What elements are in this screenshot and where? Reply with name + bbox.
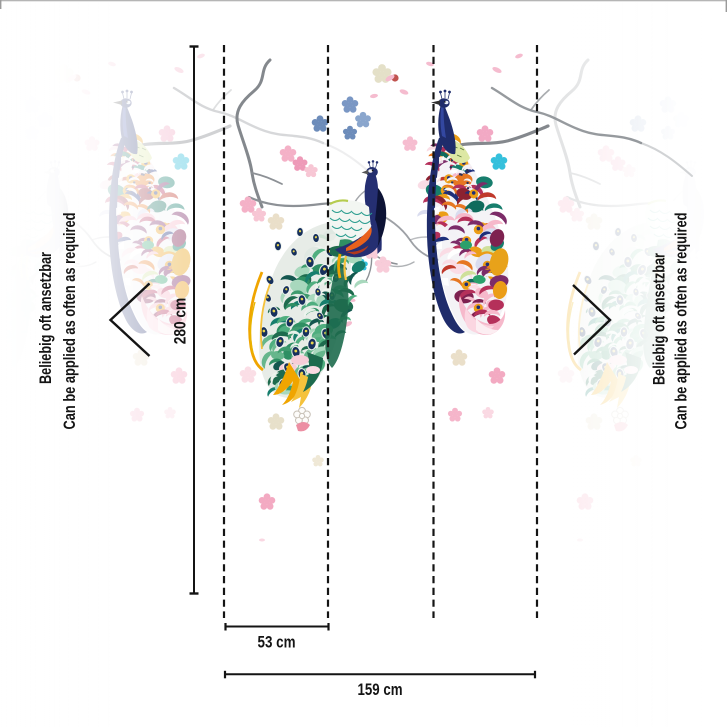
svg-text:159 cm: 159 cm bbox=[358, 681, 403, 699]
svg-text:280 cm: 280 cm bbox=[171, 298, 189, 345]
svg-text:53 cm: 53 cm bbox=[258, 633, 296, 651]
svg-text:Can be applied as often as req: Can be applied as often as required bbox=[60, 213, 79, 430]
svg-text:Can be applied as often as req: Can be applied as often as required bbox=[671, 213, 690, 430]
svg-text:Beliebig oft ansetzbar: Beliebig oft ansetzbar bbox=[36, 252, 55, 384]
svg-text:Beliebig oft ansetzbar: Beliebig oft ansetzbar bbox=[649, 253, 668, 385]
